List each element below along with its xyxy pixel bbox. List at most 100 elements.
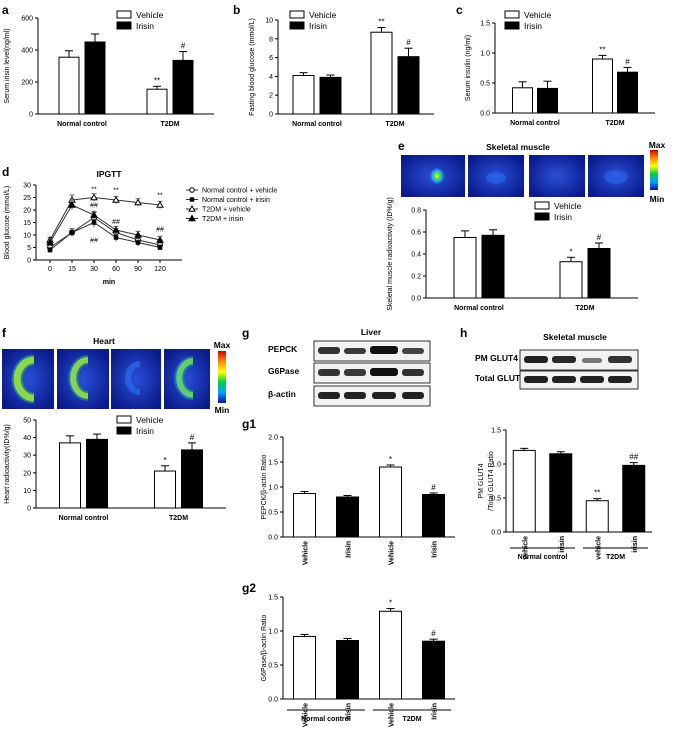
skeletal-blot-row-label: PM GLUT4 [475, 353, 518, 363]
x-category-label: T2DM [160, 121, 179, 128]
y-tick-label: 0.0 [491, 530, 501, 537]
y-tick-label: 30 [23, 453, 31, 460]
total-glut4-band-4 [608, 376, 632, 383]
data-point [91, 220, 97, 225]
chart-g1: 0.0 0.5 1.0 1.5 2.0 PEPCK/β-actin Ratio Vehicl… [261, 435, 455, 565]
group-label: Normal control [301, 716, 351, 723]
y-tick-label: 0 [29, 112, 33, 119]
panel-label-b: b [233, 3, 240, 17]
x-tick-label: 0 [48, 266, 52, 273]
total-glut4-blot-box [519, 370, 639, 390]
legend-swatch [116, 415, 132, 424]
y-tick-label: 30 [23, 183, 31, 190]
y-axis-label: /Total GLUT4 Ratio [488, 451, 495, 511]
y-tick-label: 200 [21, 80, 33, 87]
y-tick-label: 15 [23, 220, 31, 227]
liver-blot-title: Liver [361, 327, 382, 337]
y-axis-label: Serum irisin level(ng/ml) [4, 28, 11, 103]
legend-swatch [534, 212, 550, 221]
y-tick-label: 1.5 [491, 428, 501, 435]
y-tick-label: 0.0 [268, 535, 278, 542]
x-category-label: Irisin [432, 703, 439, 720]
pepck-band-3 [370, 346, 398, 354]
y-tick-label: 400 [21, 48, 33, 55]
bar-vehicle [293, 635, 316, 700]
legend-marker [188, 204, 196, 212]
significance-mark: # [431, 483, 436, 492]
x-category-label: Vehicle [303, 541, 310, 565]
skeletal-blot-row-label: Total GLUT4 [475, 373, 525, 383]
significance-mark: # [181, 42, 186, 51]
x-tick-label: 60 [112, 266, 120, 273]
panel-label-a: a [2, 3, 9, 17]
x-category-label: Vehicle [389, 703, 396, 727]
skeletal-hotspot-4 [604, 170, 628, 184]
legend-label: Vehicle [524, 10, 552, 20]
actin-band-3 [372, 392, 396, 399]
g6pase-band-2 [344, 369, 366, 376]
legend-label: Irisin [309, 21, 327, 31]
legend-label: Vehicle [309, 10, 337, 20]
legend-marker [189, 197, 195, 202]
bar-vehicle [370, 31, 393, 115]
significance-mark: # [431, 629, 436, 638]
group-label: T2DM [606, 554, 625, 561]
x-category-label: T2DM [385, 121, 404, 128]
y-tick-label: 0.5 [491, 496, 501, 503]
bar-irisin [84, 41, 106, 115]
y-axis-label: PEPCK/β-actin Ratio [261, 454, 268, 519]
y-tick-label: 20 [23, 470, 31, 477]
y-tick-label: 0.6 [411, 230, 421, 237]
bar-vehicle [379, 466, 402, 538]
data-point [69, 230, 75, 235]
skeletal-imaging-title: Skeletal muscle [486, 142, 550, 152]
skeletal-color-scale [650, 150, 658, 190]
legend-swatch [116, 426, 132, 435]
chart-f: 0 10 20 30 40 50 Heart radioactivity(ID%/g) Nor… [4, 415, 226, 522]
legend-swatch [116, 10, 132, 19]
y-tick-label: 0.5 [480, 81, 490, 88]
x-axis-label: min [103, 279, 115, 286]
data-point [156, 235, 164, 243]
legend-marker [189, 187, 195, 193]
bar-vehicle [453, 237, 477, 299]
y-tick-label: 25 [23, 195, 31, 202]
x-tick-label: 90 [134, 266, 142, 273]
pm-glut4-blot-box [519, 349, 639, 371]
bar-vehicle [292, 74, 315, 115]
x-category-label: irisin [559, 536, 566, 553]
pepck-band-2 [344, 348, 366, 354]
significance-mark: ** [113, 188, 119, 195]
significance-mark: ** [594, 489, 600, 498]
series-line [49, 204, 161, 243]
g6pase-band-3 [370, 368, 398, 376]
legend-swatch [504, 21, 520, 30]
skeletal-blot: PM GLUT4 Total GLUT4 [475, 349, 639, 390]
y-axis-label: Heart radioactivity(ID%/g) [4, 424, 11, 504]
x-category-label: Normal control [59, 515, 109, 522]
bar-irisin [319, 76, 342, 115]
significance-mark: * [569, 247, 572, 256]
significance-mark: ** [378, 18, 384, 27]
pm-glut4-band-4 [608, 356, 632, 363]
legend-swatch [289, 21, 305, 30]
pepck-band-1 [318, 347, 340, 354]
y-tick-label: 0 [27, 258, 31, 265]
significance-mark: ## [90, 238, 98, 245]
heart-signal-1 [13, 356, 35, 402]
bar-irisin [181, 449, 203, 509]
heart-scale-min: Min [215, 405, 230, 415]
chart-title: IPGTT [96, 169, 122, 179]
data-point [46, 238, 54, 246]
y-tick-label: 6 [269, 55, 273, 62]
total-glut4-band-1 [524, 376, 548, 383]
legend-marker [188, 214, 196, 222]
legend-label: Irisin [524, 21, 542, 31]
x-category-label: Normal control [454, 305, 504, 312]
skeletal-hotspot-1 [429, 167, 445, 185]
bar-irisin [422, 640, 445, 700]
data-point [68, 200, 76, 208]
skeletal-scale-min: Min [650, 194, 665, 204]
y-tick-label: 1.0 [268, 485, 278, 492]
significance-mark: ** [91, 186, 97, 193]
